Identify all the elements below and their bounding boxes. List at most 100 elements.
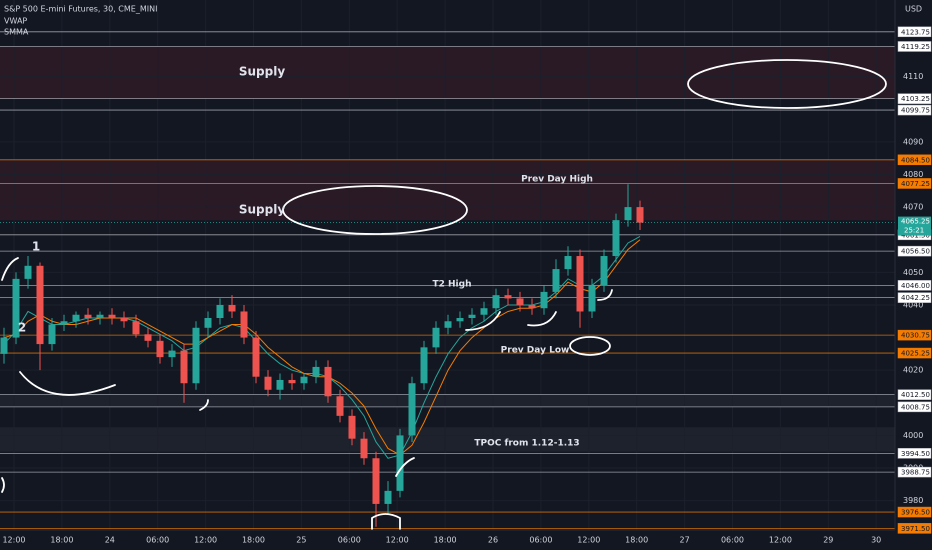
ellipse-drawing [687,59,887,109]
x-tick-label: 24 [105,536,115,545]
level-tag [897,506,932,518]
level-tag-label: 4042.25 [901,294,930,302]
candle-body [132,321,140,335]
level-tag [897,178,932,189]
x-tick-label: 12:00 [386,536,409,545]
level-tag-label: 4030.75 [901,332,930,340]
hand-drawings [1,59,887,533]
level-tag-label: 4008.75 [901,403,930,411]
x-tick-label: 06:00 [529,536,552,545]
level-tag-label: 3988.75 [901,469,930,477]
candle-body [300,376,308,384]
zone [0,427,895,452]
y-tick-label: 4020 [903,366,923,375]
candle-body [600,256,608,286]
annotation: 1 [32,240,40,254]
zone [0,159,895,221]
candle-body [0,337,8,354]
x-tick-label: 06:00 [146,536,169,545]
curve-drawing [597,289,613,301]
candle-body [444,321,452,328]
candle-body [516,298,524,305]
candle-body [120,318,128,322]
x-tick-label: 18:00 [434,536,457,545]
x-tick-label: 12:00 [769,536,792,545]
candle-body [252,337,260,377]
candle-body [276,379,284,390]
x-tick-label: 25 [296,536,306,545]
level-tag-label: 4103.25 [901,95,930,103]
candle-body [504,295,512,299]
annotation: T2 High [432,280,471,290]
curve-drawing [465,311,501,331]
candle-body [84,314,92,318]
candle-body [168,350,176,358]
x-tick-label: 30 [871,536,881,545]
time-axis [0,530,895,550]
candle-body [24,265,32,279]
level-tag [897,26,932,38]
level-tag [897,154,932,166]
level-tag-label: 3976.50 [901,509,930,517]
level-tag [897,104,932,116]
candle-body [612,220,620,257]
x-tick-label: 12:00 [577,536,600,545]
candle-body [348,415,356,439]
curve-drawing [1,477,5,493]
candle-body [576,256,584,312]
candle-body [360,438,368,459]
candle-body [336,396,344,416]
x-tick-label: 18:00 [50,536,73,545]
curve-drawing [199,399,209,411]
curve-drawing [371,513,401,533]
candle-body [204,318,212,328]
curve-drawing [527,311,557,327]
x-tick-label: 12:00 [2,536,25,545]
level-tag [897,466,932,478]
currency-label: USD [905,5,922,14]
candle-body [372,458,380,504]
level-tag-label: 3971.50 [901,525,930,533]
level-tag-label: 4119.25 [901,43,930,51]
x-tick-label: 12:00 [194,536,217,545]
candle-body [408,383,416,436]
candle-body [96,314,104,318]
annotation: Supply [239,65,285,79]
y-tick-label: 4070 [903,203,923,212]
annotation: Supply [239,203,285,217]
candle-body [324,366,332,397]
curve-drawing [19,371,116,396]
annotation: TPOC from 1.12-1.13 [474,439,579,449]
annotation: Prev Day Low [501,346,570,356]
level-tag-label: 3994.50 [901,450,930,458]
level-tag-label: 4056.50 [901,248,930,256]
level-tag [897,448,932,459]
y-tick-label: 4040 [903,300,923,309]
current-price-label: 4065.25 [901,218,930,226]
candle-body [552,269,560,292]
y-tick-label: 4090 [903,137,923,146]
candle-body [456,318,464,322]
candle-body [636,207,644,223]
candle-body [528,304,536,309]
candle-body [420,347,428,384]
candle-body [396,435,404,491]
candle-body [216,304,224,318]
candle-body [180,350,188,384]
level-tag-label: 4084.50 [901,156,930,164]
candle-body [228,304,236,312]
level-tag [897,41,932,52]
chart-title: S&P 500 E-mini Futures, 30, CME_MINI [4,5,157,14]
x-tick-label: 29 [823,536,833,545]
current-price-tag [898,216,931,236]
candle-body [288,379,296,384]
x-tick-label: 18:00 [625,536,648,545]
level-tag-label: 4123.75 [901,28,930,36]
level-tag-label: 4099.75 [901,107,930,115]
candle-body [624,207,632,221]
level-tag [897,292,932,303]
level-tag [897,347,932,359]
y-tick-label: 4000 [903,431,923,440]
y-tick-label: 4110 [903,72,923,81]
